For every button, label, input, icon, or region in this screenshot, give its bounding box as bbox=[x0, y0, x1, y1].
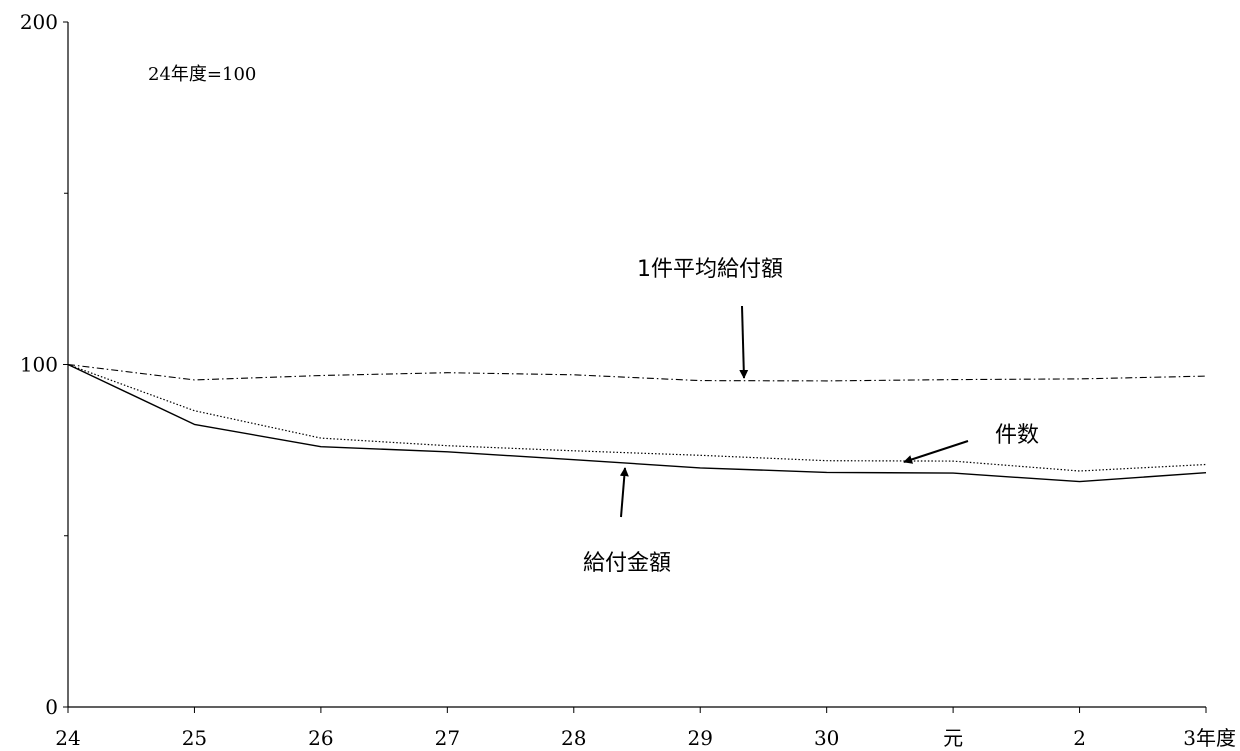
y-tick-label: 200 bbox=[20, 10, 58, 34]
y-tick-label: 0 bbox=[45, 695, 58, 719]
x-tick-label: 28 bbox=[561, 726, 586, 750]
x-tick-label: 27 bbox=[435, 726, 460, 750]
x-axis-ticks: 24 25 26 27 28 29 30 元 2 3年度 bbox=[55, 707, 1236, 750]
x-tick-label: 2 bbox=[1073, 726, 1086, 750]
annotation-label-benefit-amount: 給付金額 bbox=[583, 551, 671, 576]
y-axis-ticks: 0 100 200 bbox=[20, 10, 68, 719]
x-tick-label: 26 bbox=[308, 726, 333, 750]
x-tick-label: 30 bbox=[814, 726, 839, 750]
annotation-arrow-count bbox=[903, 440, 969, 464]
annotation-avg-benefit: 1件平均給付額 bbox=[637, 257, 783, 379]
series-line-3 bbox=[67, 363, 1207, 483]
annotation-count: 件数 bbox=[903, 423, 1039, 464]
x-tick-label: 3年度 bbox=[1183, 726, 1236, 750]
index-note: 24年度=100 bbox=[148, 64, 256, 85]
y-tick-label: 100 bbox=[20, 353, 58, 377]
annotation-arrow-benefit-amount bbox=[619, 467, 629, 518]
series-line-2 bbox=[67, 363, 1207, 472]
x-tick-label: 25 bbox=[182, 726, 207, 750]
series-line-1 bbox=[67, 363, 1207, 382]
series-layer bbox=[67, 363, 1207, 483]
x-tick-label: 24 bbox=[55, 726, 80, 750]
x-tick-label: 29 bbox=[687, 726, 712, 750]
annotation-arrow-avg-benefit bbox=[739, 305, 749, 379]
annotation-label-count: 件数 bbox=[995, 423, 1039, 448]
axes bbox=[67, 22, 1206, 708]
annotation-label-avg-benefit: 1件平均給付額 bbox=[637, 257, 783, 282]
x-tick-label: 元 bbox=[943, 726, 963, 750]
annotation-benefit-amount: 給付金額 bbox=[583, 467, 671, 576]
